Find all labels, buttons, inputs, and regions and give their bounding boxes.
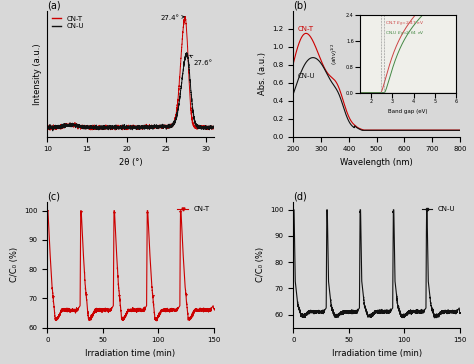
Y-axis label: Intensity (a.u.): Intensity (a.u.)	[33, 43, 42, 104]
Legend: CN-T, CN-U: CN-T, CN-U	[51, 15, 85, 31]
Text: 27.4°: 27.4°	[161, 15, 184, 21]
X-axis label: 2θ (°): 2θ (°)	[118, 158, 142, 167]
Legend: CN-U: CN-U	[421, 205, 456, 213]
X-axis label: Irradiation time (min): Irradiation time (min)	[332, 349, 422, 358]
Text: (c): (c)	[47, 191, 60, 201]
X-axis label: Wavelength (nm): Wavelength (nm)	[340, 158, 413, 167]
Y-axis label: C/C₀ (%): C/C₀ (%)	[9, 247, 18, 282]
Legend: CN-T: CN-T	[177, 205, 210, 213]
Text: CN-T: CN-T	[298, 26, 314, 32]
Text: CN-U: CN-U	[298, 73, 315, 79]
Text: 27.6°: 27.6°	[190, 55, 213, 66]
X-axis label: Irradiation time (min): Irradiation time (min)	[85, 349, 175, 358]
Y-axis label: C/C₀ (%): C/C₀ (%)	[255, 247, 264, 282]
Text: (b): (b)	[293, 0, 307, 10]
Text: (a): (a)	[47, 0, 61, 10]
Y-axis label: Abs. (a.u.): Abs. (a.u.)	[258, 52, 267, 95]
Text: (d): (d)	[293, 191, 307, 201]
